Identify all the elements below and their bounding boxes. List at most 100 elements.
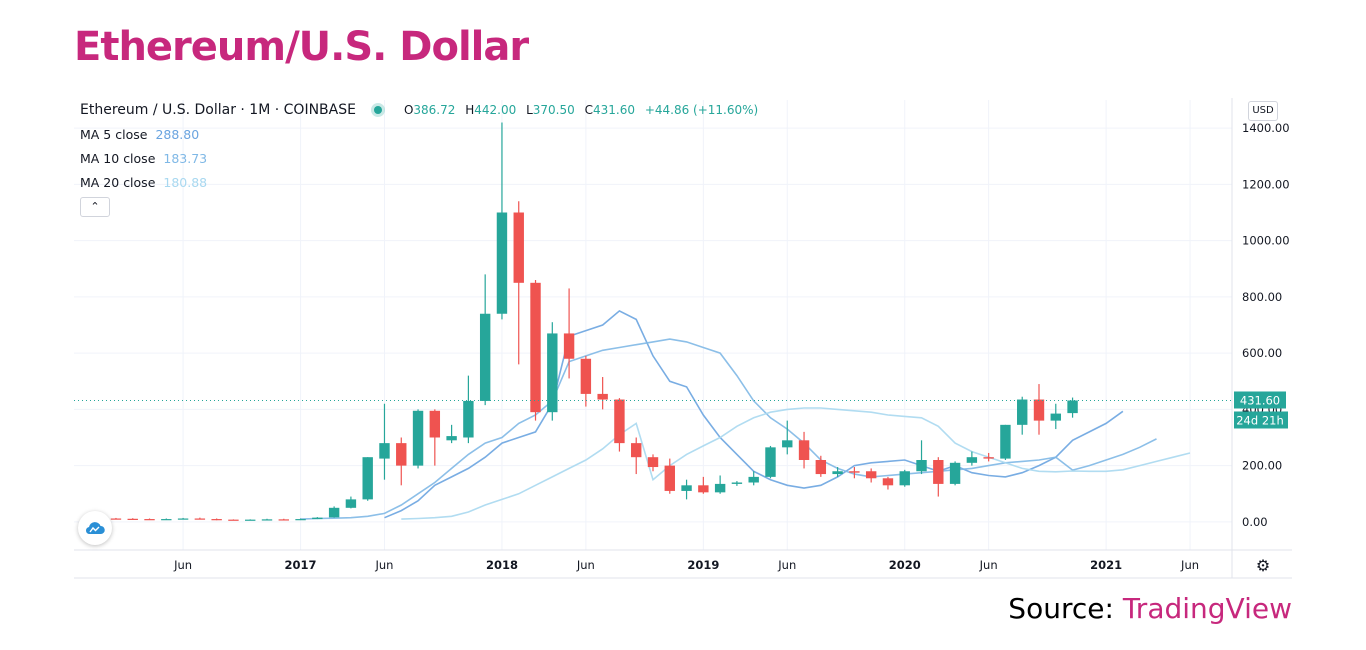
y-tick-label: 1200.00 — [1242, 177, 1290, 191]
ma-line-10 — [300, 338, 1157, 520]
candle — [228, 519, 239, 521]
x-tick-label: Jun — [777, 558, 796, 572]
candle — [245, 519, 256, 521]
high-label: H — [465, 103, 475, 117]
ma10-legend[interactable]: MA 10 close 183.73 — [80, 151, 207, 166]
candle-body — [832, 471, 843, 475]
candle-body — [647, 457, 659, 468]
candle-body — [731, 482, 743, 484]
ma20-legend[interactable]: MA 20 close 180.88 — [80, 175, 207, 190]
change-value: +44.86 (+11.60%) — [644, 103, 759, 117]
candle-body — [328, 507, 340, 518]
y-tick-label: 0.00 — [1242, 515, 1268, 529]
candle — [748, 471, 759, 486]
ma5-label: MA 5 close — [80, 127, 148, 142]
y-tick-label: 200.00 — [1242, 459, 1282, 473]
candle-body — [563, 333, 575, 359]
candle-body — [278, 519, 289, 521]
candle-body — [261, 519, 273, 521]
candle — [479, 274, 491, 406]
candle — [127, 518, 138, 520]
candle — [429, 409, 441, 466]
market-status-dot — [373, 106, 382, 114]
candle — [194, 517, 206, 520]
source-credit: Source: TradingView — [1008, 592, 1292, 625]
candle — [983, 452, 994, 462]
candle — [312, 517, 323, 520]
candle-body — [1017, 399, 1028, 425]
x-tick-label: Jun — [1180, 558, 1199, 572]
candle — [1000, 424, 1011, 460]
candle — [882, 476, 894, 490]
tradingview-logo-button[interactable] — [78, 511, 112, 545]
candle — [1033, 384, 1045, 435]
candle — [563, 288, 575, 379]
y-tick-label: 1400.00 — [1242, 121, 1290, 135]
candle — [396, 437, 407, 486]
candle — [916, 440, 927, 475]
candle-body — [983, 457, 994, 459]
candle — [345, 496, 357, 509]
candle — [647, 454, 659, 472]
candle-body — [228, 519, 239, 521]
candle-body — [681, 485, 692, 491]
candle — [681, 479, 692, 500]
y-tick-label: 600.00 — [1242, 346, 1282, 360]
candle — [949, 461, 961, 486]
legend-header: Ethereum / U.S. Dollar · 1M · COINBASE O… — [80, 102, 758, 118]
candle-body — [849, 471, 860, 473]
candle — [966, 451, 978, 466]
ma-line-5 — [384, 309, 1124, 519]
x-tick-label: Jun — [374, 558, 393, 572]
ma10-value: 183.73 — [163, 151, 208, 166]
x-tick-label: 2019 — [687, 558, 719, 572]
candle-body — [1033, 399, 1045, 421]
candle-body — [110, 518, 122, 520]
ma5-legend[interactable]: MA 5 close 288.80 — [80, 127, 199, 142]
candle — [731, 481, 743, 486]
candle — [513, 201, 524, 365]
candle — [614, 398, 625, 452]
candle-body — [949, 462, 961, 484]
candle-body — [362, 457, 373, 500]
last-price-label: 431.60 — [1240, 393, 1280, 407]
low-label: L — [526, 103, 533, 117]
candle-body — [177, 518, 189, 520]
candle-body — [345, 499, 357, 508]
ma5-value: 288.80 — [155, 127, 200, 142]
settings-button[interactable]: ⚙ — [1253, 557, 1273, 575]
candle-body — [295, 519, 306, 521]
candle — [1017, 396, 1028, 435]
candle-body — [161, 519, 172, 521]
bar-countdown-label: 24d 21h — [1236, 413, 1284, 427]
currency-button[interactable]: USD — [1248, 101, 1278, 121]
candle — [177, 517, 189, 520]
candle-body — [580, 358, 592, 394]
open-label: O — [403, 103, 414, 117]
candle — [463, 375, 474, 444]
collapse-legend-button[interactable]: ⌃ — [80, 197, 110, 217]
candle-body — [412, 410, 424, 466]
close-label: C — [584, 103, 593, 117]
candle — [698, 476, 709, 494]
candle — [933, 457, 944, 497]
candle-body — [429, 410, 441, 438]
candle — [798, 431, 810, 469]
candle-body — [865, 471, 877, 479]
symbol-title[interactable]: Ethereum / U.S. Dollar · 1M · COINBASE — [80, 102, 356, 118]
candle-body — [765, 447, 776, 477]
candle — [530, 280, 541, 421]
candle-body — [899, 471, 910, 486]
candle-body — [245, 519, 256, 521]
candle — [295, 518, 306, 521]
candle-body — [396, 443, 407, 466]
candle — [412, 409, 424, 469]
ma-line-20 — [401, 407, 1191, 520]
ma20-label: MA 20 close — [80, 175, 156, 190]
candle — [664, 458, 675, 494]
x-tick-label: Jun — [576, 558, 595, 572]
candle-body — [1067, 400, 1078, 414]
candle-body — [815, 460, 827, 475]
candle — [278, 518, 289, 521]
